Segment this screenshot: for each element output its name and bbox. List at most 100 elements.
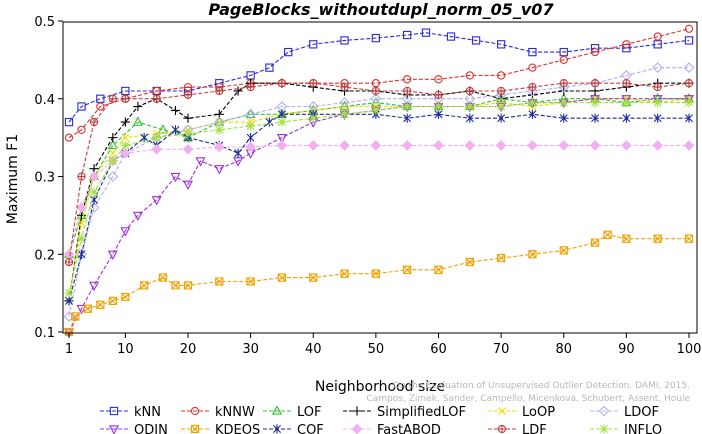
data-point-FastABOD (76, 202, 87, 213)
series-line-ODIN (68, 98, 689, 333)
x-tick-label: 80 (555, 342, 572, 357)
legend-label: kNN (134, 405, 161, 420)
data-point-INFLO (433, 101, 444, 112)
data-point-SimplifiedLOF (183, 113, 193, 123)
data-point-KDEOS (108, 296, 117, 306)
data-point-kNN (215, 79, 224, 88)
legend-item-SimplifiedLOF: SimplifiedLOF (343, 405, 466, 420)
data-point-KDEOS (183, 281, 193, 290)
data-point-kNNW (496, 71, 506, 80)
data-point-kNNW (465, 71, 474, 80)
legend-item-LDF: LDF (488, 423, 547, 434)
data-point-INFLO (183, 129, 193, 139)
data-point-LDF (183, 90, 193, 100)
legend-marker (598, 405, 610, 417)
x-tick-label: 20 (180, 342, 197, 357)
y-axis-label: Maximum F1 (5, 134, 21, 224)
data-point-LOF (107, 139, 118, 150)
data-point-kNN (590, 44, 600, 53)
data-point-kNN (121, 86, 130, 96)
data-point-LDOF (683, 62, 695, 74)
data-point-LDF (403, 86, 412, 96)
series-FastABOD (63, 140, 695, 260)
data-point-SimplifiedLOF (233, 86, 243, 96)
data-point-COF (465, 113, 474, 123)
data-point-LOF (157, 124, 168, 134)
y-tick-label: 0.2 (34, 248, 55, 263)
data-point-INFLO (214, 125, 224, 135)
data-point-INFLO (76, 234, 87, 244)
series-COF (65, 109, 693, 306)
data-point-INFLO (465, 101, 475, 112)
data-point-kNNW (96, 102, 105, 111)
data-point-KDEOS (340, 269, 349, 278)
data-point-INFLO (590, 98, 600, 108)
data-point-LDF (64, 257, 74, 267)
data-point-KDEOS (434, 265, 443, 274)
legend-item-COF: COF (263, 423, 324, 434)
data-point-KDEOS (528, 250, 537, 259)
data-point-ODIN (214, 165, 225, 175)
legend-label: SimplifiedLOF (377, 405, 466, 420)
data-point-kNN (340, 36, 349, 45)
data-point-COF (403, 113, 412, 123)
series-line-COF (68, 113, 689, 302)
legend-marker (109, 406, 119, 416)
data-point-LDF (152, 94, 161, 103)
data-point-INFLO (64, 288, 74, 298)
data-point-COF (497, 113, 506, 123)
data-point-ODIN (590, 95, 601, 105)
data-point-FastABOD (621, 140, 632, 151)
data-point-LDOF (245, 108, 256, 120)
chart-title: PageBlocks_withoutdupl_norm_05_v07 (208, 0, 554, 19)
data-point-FastABOD (339, 140, 350, 151)
data-point-LOF (132, 116, 143, 126)
data-point-ODIN (276, 133, 287, 144)
data-point-kNNW (590, 47, 600, 57)
data-point-SimplifiedLOF (170, 105, 181, 116)
data-point-COF (65, 296, 73, 306)
data-point-FastABOD (276, 140, 288, 151)
data-point-INFLO (371, 105, 381, 116)
data-point-ODIN (652, 95, 663, 105)
data-point-kNNW (684, 24, 694, 33)
legend-item-KDEOS: KDEOS (181, 423, 260, 434)
data-point-LDF (277, 79, 287, 88)
data-point-ODIN (233, 157, 244, 167)
data-point-ODIN (151, 196, 162, 206)
data-point-kNN (265, 63, 274, 72)
series-line-LDOF (68, 67, 689, 317)
data-point-kNNW (77, 125, 86, 135)
data-point-COF (265, 117, 274, 127)
data-point-kNN (528, 47, 537, 57)
x-tick-label: 60 (430, 342, 447, 357)
data-point-KDEOS (496, 253, 506, 263)
series-line-kNNW (68, 28, 690, 139)
data-point-INFLO (277, 117, 287, 127)
data-point-ODIN (195, 157, 206, 167)
legend-item-LDOF: LDOF (590, 405, 659, 420)
data-point-COF (653, 113, 662, 123)
data-point-kNN (77, 102, 86, 111)
data-point-LDF (89, 117, 99, 127)
series-LDF (64, 79, 694, 267)
plot-frame (62, 21, 698, 334)
data-point-COF (246, 133, 255, 143)
data-point-INFLO (339, 109, 350, 119)
data-point-FastABOD (433, 140, 444, 151)
series-line-FastABOD (68, 144, 689, 255)
x-tick-label: 100 (677, 342, 702, 357)
data-point-kNNW (528, 63, 537, 72)
data-point-KDEOS (371, 269, 381, 278)
series-INFLO (64, 98, 694, 298)
data-point-kNN (403, 30, 412, 40)
legend-label: COF (297, 423, 324, 434)
data-point-ODIN (621, 95, 632, 105)
x-tick-label: 50 (368, 342, 385, 357)
credit-line-2: On the Evaluation of Unsupervised Outlie… (393, 381, 690, 391)
legend-marker (108, 425, 120, 434)
plot-area (63, 24, 695, 338)
y-tick-label: 0.3 (34, 171, 55, 186)
data-point-FastABOD (213, 141, 225, 153)
